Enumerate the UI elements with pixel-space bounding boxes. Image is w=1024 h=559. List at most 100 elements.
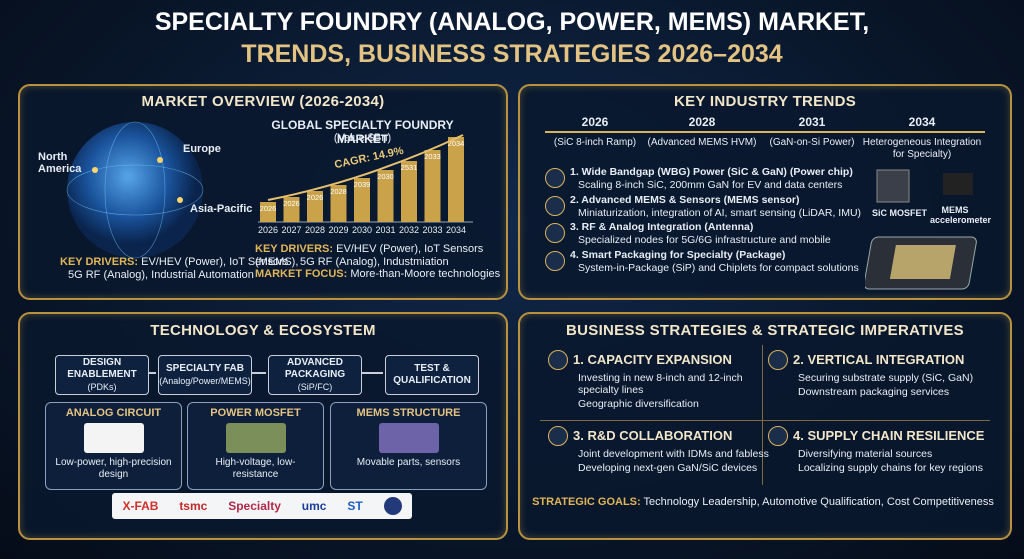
chip-label: SiC MOSFET — [872, 208, 928, 218]
drivers-text: EV/HEV (Power), IoT Sensors — [141, 256, 289, 268]
bar — [424, 150, 441, 222]
trend-icon — [545, 250, 565, 271]
trends-panel: KEY INDUSTRY TRENDS — [518, 84, 1012, 300]
flow-title: DESIGN ENABLEMENT — [67, 357, 137, 380]
flow-title: TEST & QUALIFICATION — [393, 363, 471, 386]
bar-label: 2026 — [307, 193, 324, 202]
x-tick-label: 2032 — [399, 225, 419, 235]
bar — [354, 178, 370, 222]
bar-label: 2026 — [260, 204, 277, 213]
strategy-title: 3. R&D COLLABORATION — [573, 428, 733, 443]
trend-desc: Miniaturization, integration of AI, smar… — [578, 206, 862, 219]
chip-illustration — [865, 169, 977, 290]
strategy-icon — [548, 350, 568, 370]
flow-box: ADVANCED PACKAGING (SiP/FC) — [268, 355, 362, 395]
drivers-text: 5G RF (Analog), Industrial Automation — [68, 269, 254, 281]
trend-icon — [545, 168, 565, 188]
x-tick-label: 2028 — [305, 225, 325, 235]
bar — [260, 202, 276, 222]
panel-title: TECHNOLOGY & ECOSYSTEM — [150, 322, 376, 339]
strategy-bullet: Localizing supply chains for key regions — [798, 462, 984, 474]
business-panel: BUSINESS STRATEGIES & STRATEGIC IMPERATI… — [518, 312, 1012, 540]
x-tick-label: 2031 — [375, 225, 395, 235]
flow-arrow — [361, 372, 383, 374]
panel-title: BUSINESS STRATEGIES & STRATEGIC IMPERATI… — [566, 322, 964, 339]
region-label: North America — [38, 151, 82, 175]
divider — [762, 345, 763, 485]
strategy-bullet: Joint development with IDMs and fabless — [578, 448, 769, 460]
strategy-title: 4. SUPPLY CHAIN RESILIENCE — [793, 428, 985, 443]
flow-arrow — [251, 372, 266, 374]
bar-label: 2030 — [377, 172, 394, 181]
flow-box: DESIGN ENABLEMENT (PDKs) — [55, 355, 149, 395]
flow-title: SPECIALTY FAB — [166, 363, 244, 374]
x-tick-label: 2026 — [258, 225, 278, 235]
timeline-label: (Advanced MEMS HVM) — [647, 137, 757, 148]
strategy-icon — [768, 426, 788, 446]
bar-label: 2026 — [283, 199, 300, 208]
company-logo: Specialty — [228, 499, 281, 513]
x-tick-label: 2033 — [422, 225, 442, 235]
flow-sub: (Analog/Power/MEMS) — [159, 376, 251, 386]
trend-arrow — [267, 134, 464, 201]
trend-title: 2. Advanced MEMS & Sensors (MEMS sensor) — [570, 193, 800, 206]
x-tick-label: 2034 — [446, 225, 466, 235]
logo-strip: X-FAB tsmc Specialty umc ST — [112, 493, 412, 519]
card-illustration — [225, 423, 286, 453]
timeline-label: Heterogeneous Integration for Specialty) — [862, 137, 982, 160]
flow-box: TEST & QUALIFICATION — [385, 355, 479, 395]
company-logo: ST — [347, 499, 363, 513]
strategy-bullet: Downstream packaging services — [798, 386, 950, 398]
focus-text: More-than-Moore technologies — [350, 268, 501, 280]
goals-label: STRATEGIC GOALS: — [532, 496, 641, 508]
drivers-text: EV/HEV (Power), IoT Sensors (MEMS), — [255, 243, 484, 268]
flow-arrow — [148, 372, 156, 374]
region-label: Europe — [183, 143, 221, 155]
x-tick-label: 2030 — [352, 225, 372, 235]
trend-icon — [545, 223, 565, 243]
tech-card: ANALOG CIRCUIT Low-power, high-precision … — [45, 402, 182, 490]
bar — [377, 170, 394, 222]
card-desc: Movable parts, sensors — [356, 457, 461, 468]
card-desc: Low-power, high-precision design — [55, 457, 172, 480]
strategy-bullet: Securing substrate supply (SiC, GaN) — [798, 372, 974, 384]
bar — [448, 137, 464, 222]
region-label: Asia-Pacific — [190, 203, 253, 215]
bar-label: 2034 — [448, 139, 465, 148]
strategy-bullet: Investing in new 8-inch and 12-inch spec… — [578, 372, 743, 396]
trend-title: 4. Smart Packaging for Specialty (Packag… — [570, 248, 786, 261]
bar-chart: 2026202620262027202620282028202920392030… — [258, 134, 473, 235]
bar — [330, 185, 347, 222]
strategy-title: 1. CAPACITY EXPANSION — [573, 352, 732, 367]
timeline-year: 2026 — [581, 115, 609, 129]
bar — [401, 161, 417, 222]
strategy-icon — [768, 350, 788, 370]
card-desc: High-voltage, low-resistance — [215, 457, 296, 480]
trend-title: 1. Wide Bandgap (WBG) Power (SiC & GaN) … — [570, 166, 853, 178]
strategy-bullet: Developing next-gen GaN/SiC devices — [578, 462, 758, 474]
company-logo: X-FAB — [122, 499, 159, 513]
card-title: ANALOG CIRCUIT — [65, 407, 162, 419]
flow-sub: (SiP/FC) — [297, 382, 333, 392]
trend-desc: System-in-Package (SiP) and Chiplets for… — [578, 261, 859, 274]
flow-box: SPECIALTY FAB (Analog/Power/MEMS) — [158, 355, 252, 395]
title-line-2: TRENDS, BUSINESS STRATEGIES 2026–2034 — [241, 40, 783, 68]
timeline-line — [545, 131, 985, 133]
chart-title: GLOBAL SPECIALTY FOUNDRY MARKET — [271, 118, 454, 146]
goals-text: Technology Leadership, Automotive Qualif… — [643, 496, 994, 508]
timeline-year: 2031 — [798, 115, 826, 129]
card-illustration — [378, 423, 439, 453]
bar-label: 2531 — [401, 163, 418, 172]
company-logo: tsmc — [179, 499, 208, 513]
chart-subtitle: (Value $Bn) — [333, 132, 392, 144]
drivers-label: KEY DRIVERS: — [60, 256, 139, 268]
company-logo: umc — [301, 499, 327, 513]
focus-label: MARKET FOCUS: — [255, 268, 348, 280]
timeline-label: (GaN-on-Si Power) — [769, 137, 855, 148]
card-illustration — [83, 423, 144, 453]
bar — [307, 191, 323, 222]
timeline-label: (SiC 8-inch Ramp) — [553, 137, 637, 148]
panel-title: MARKET OVERVIEW (2026-2034) — [141, 93, 385, 110]
flow-sub: (PDKs) — [87, 382, 117, 392]
card-title: POWER MOSFET — [210, 407, 301, 419]
